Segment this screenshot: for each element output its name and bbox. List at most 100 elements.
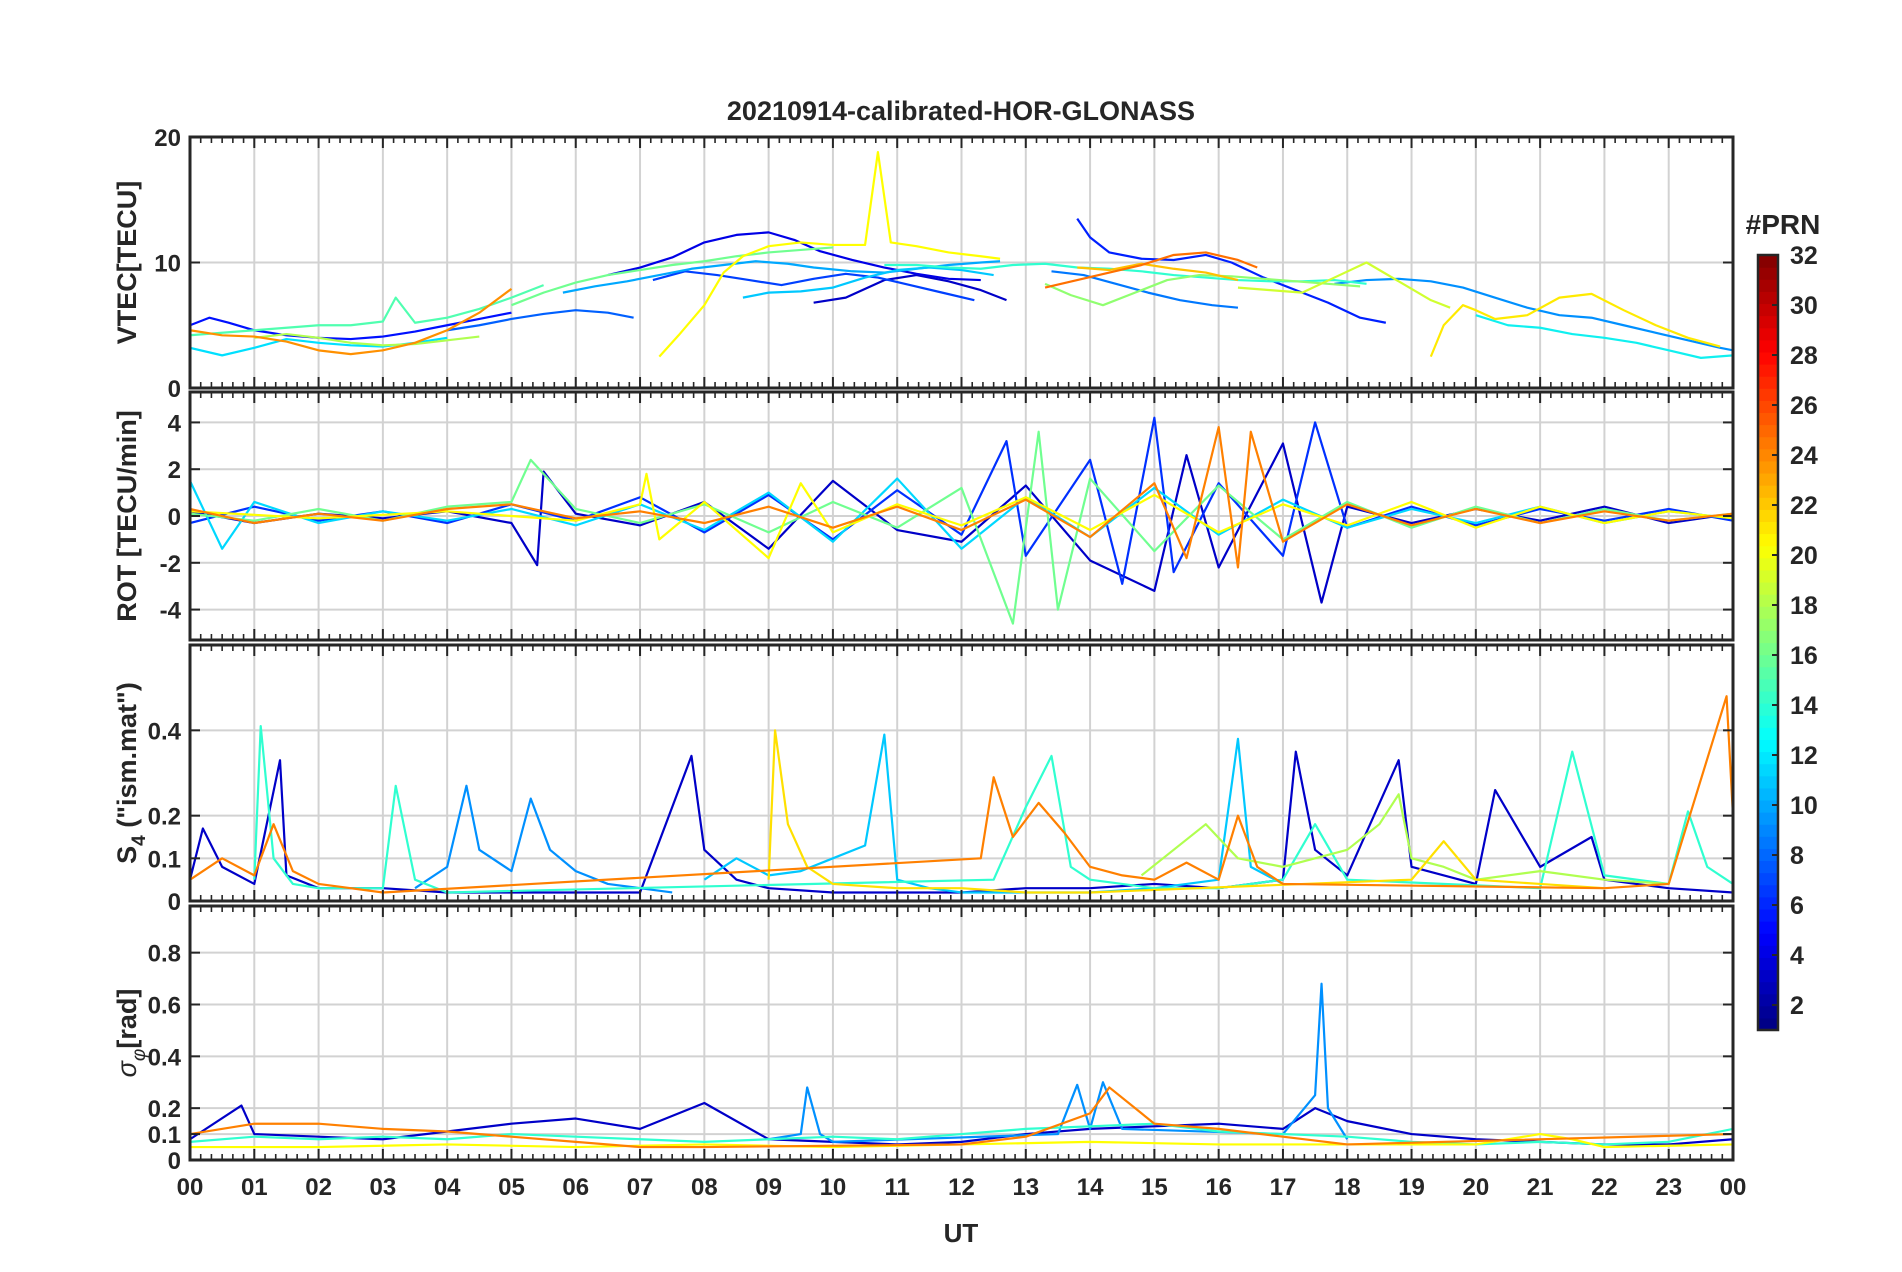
y-tick-label: 0.2 [148, 804, 181, 831]
x-tick-label: 13 [1012, 1174, 1039, 1201]
series-prn-23 [190, 1086, 1733, 1149]
series-prn-9 [768, 982, 1349, 1143]
colorbar-tick-label: 14 [1790, 692, 1818, 720]
y-tick-label: 0.2 [148, 1096, 181, 1123]
series-prn-24 [1044, 251, 1258, 289]
colorbar-tick-label: 16 [1790, 642, 1818, 670]
colorbar-tick-label: 4 [1790, 942, 1804, 970]
series-prn-12 [190, 477, 1733, 550]
x-tick-label: 15 [1141, 1174, 1168, 1201]
series-prn-4 [190, 311, 512, 341]
colorbar-tick-label: 24 [1790, 442, 1818, 470]
x-tick-label: 02 [305, 1174, 332, 1201]
series-prn-16 [511, 246, 834, 307]
series-prn-20 [190, 1132, 1733, 1149]
x-tick-label: 03 [370, 1174, 397, 1201]
colorbar-tick-label: 18 [1790, 592, 1818, 620]
colorbar-tick-label: 28 [1790, 342, 1818, 370]
x-tick-label: 11 [885, 1174, 910, 1201]
y-tick-label: 0.8 [148, 941, 181, 968]
series-prn-20 [767, 729, 1605, 894]
x-tick-label: 20 [1462, 1174, 1489, 1201]
series-prn-23 [190, 287, 513, 356]
y-tick-label: 0.1 [148, 1122, 181, 1149]
colorbar-tick-label: 6 [1790, 892, 1804, 920]
x-tick-label: 21 [1527, 1174, 1554, 1201]
x-tick-label: 04 [434, 1174, 461, 1201]
series-prn-23 [190, 695, 1733, 894]
y-tick-label: 0 [168, 504, 181, 531]
y-tick-label: 0 [168, 1148, 181, 1175]
y-tick-label: 0 [168, 889, 181, 916]
x-tick-label: 08 [691, 1174, 718, 1201]
y-tick-label: 20 [154, 125, 181, 152]
y-tick-label: -4 [160, 598, 182, 625]
colorbar-tick-label: 2 [1790, 992, 1804, 1020]
colorbar-title: #PRN [1746, 209, 1821, 240]
series-prn-8 [1051, 270, 1239, 309]
colorbar-tick-label: 10 [1790, 792, 1818, 820]
y-axis-label: ROT [TECU/min] [112, 410, 142, 621]
x-tick-labels: 00 01 02 03 04 05 06 07 08 09 10 11 12 13 14 15 16 17 18 19… [177, 1174, 1747, 1201]
x-tick-label: 07 [627, 1174, 654, 1201]
y-axis-label: S4 ("ism.mat") [112, 682, 150, 864]
x-tick-label: 00 [1720, 1174, 1747, 1201]
x-tick-label: 05 [498, 1174, 525, 1201]
series-prn-23 [190, 425, 1733, 569]
series-prn-2 [813, 273, 1007, 304]
x-tick-label: 17 [1270, 1174, 1297, 1201]
x-tick-label: 23 [1655, 1174, 1682, 1201]
panel-vtec: 0 10 20 VTEC[TECU] [112, 125, 1735, 403]
series-prn-20 [190, 472, 1733, 560]
series-prn-2 [190, 750, 1733, 894]
series-prn-18 [254, 332, 480, 347]
y-tick-label: 10 [154, 251, 181, 278]
y-tick-label: 0.4 [148, 1044, 182, 1071]
series-prn-18 [1140, 793, 1669, 886]
series-prn-11 [742, 266, 994, 299]
colorbar-tick-label: 12 [1790, 742, 1818, 770]
colorbar-frame [1756, 253, 1780, 1032]
colorbar-tick-label: 8 [1790, 842, 1804, 870]
x-tick-label: 22 [1591, 1174, 1618, 1201]
series-prn-15 [190, 284, 545, 337]
series-prn-21 [1429, 292, 1721, 358]
x-tick-label: 12 [948, 1174, 975, 1201]
x-tick-label: 18 [1334, 1174, 1361, 1201]
y-tick-label: 0.1 [148, 846, 181, 873]
colorbar-tick-label: 26 [1790, 392, 1818, 420]
colorbar-tick-label: 22 [1790, 492, 1818, 520]
colorbar-tick-label: 32 [1790, 242, 1818, 270]
y-axis-label: VTEC[TECU] [112, 181, 142, 345]
series-prn-5 [652, 270, 975, 302]
y-tick-label: 0 [168, 376, 181, 403]
series-prn-14 [253, 724, 1733, 894]
series-prn-9 [414, 784, 673, 894]
y-tick-label: -2 [160, 551, 181, 578]
series-prn-22 [1077, 262, 1239, 282]
series-prn-9 [1334, 277, 1733, 352]
series-prn-7 [446, 309, 634, 332]
x-tick-label: 10 [820, 1174, 847, 1201]
panel-rot: -4 -2 0 2 4 ROT [TECU/min] [112, 390, 1735, 642]
y-tick-label: 2 [168, 457, 181, 484]
x-tick-label: 09 [755, 1174, 782, 1201]
x-tick-label: 16 [1205, 1174, 1232, 1201]
series-prn-19 [1237, 261, 1451, 309]
x-tick-label: 19 [1398, 1174, 1425, 1201]
series-prn-3 [607, 231, 981, 282]
y-tick-label: 0.6 [148, 992, 181, 1019]
y-tick-label: 4 [168, 410, 182, 437]
series-prn-20 [658, 150, 1001, 358]
series-prn-2 [190, 442, 1733, 604]
x-tick-label: 01 [241, 1174, 268, 1201]
x-tick-label: 06 [562, 1174, 589, 1201]
panel-sigma_phi: 00.10.2 0.4 0.6 0.8 σφ[rad] [112, 904, 1735, 1175]
series-prn-17 [1044, 273, 1361, 307]
series-prn-6 [1076, 217, 1387, 324]
colorbar-tick-label: 30 [1790, 292, 1818, 320]
x-axis-label: UT [944, 1218, 979, 1248]
